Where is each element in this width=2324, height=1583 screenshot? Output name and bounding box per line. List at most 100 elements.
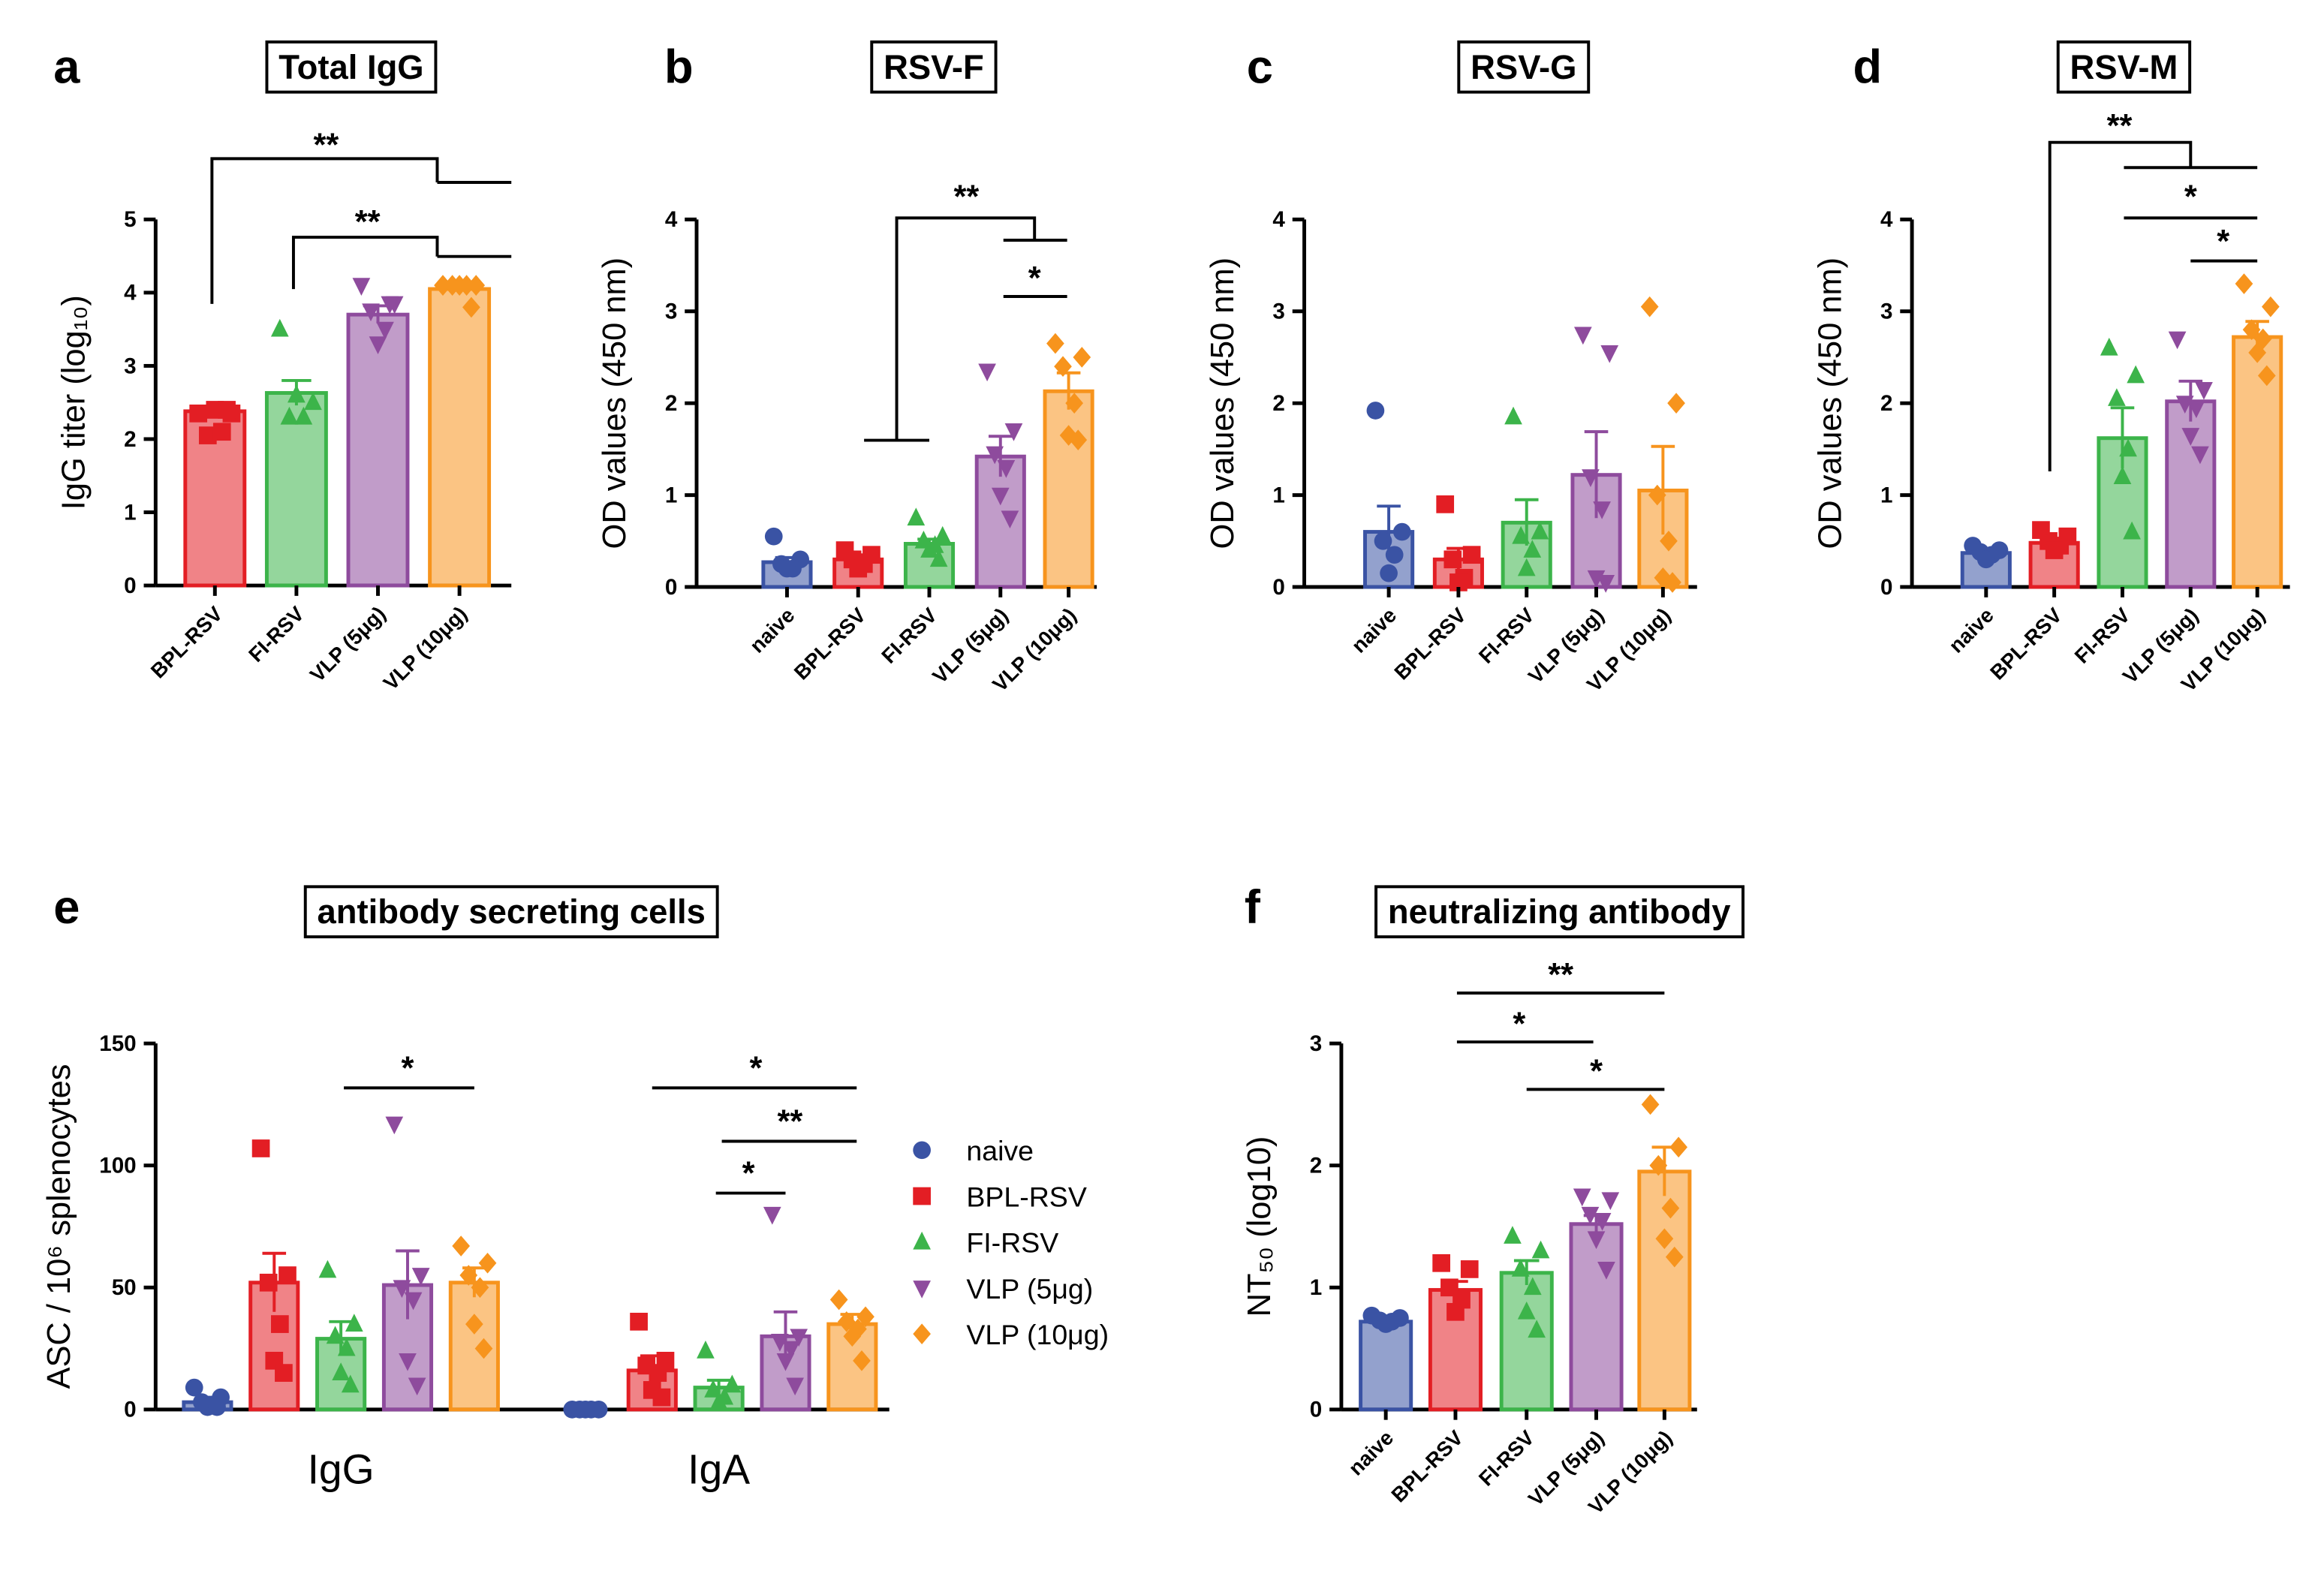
data-point (278, 1266, 297, 1284)
x-tick-label: naive (1944, 603, 1998, 658)
data-point (920, 540, 938, 558)
data-point (1004, 423, 1023, 441)
data-point (652, 1388, 671, 1407)
y-tick-label: 100 (99, 1154, 136, 1178)
data-point (1587, 1231, 1606, 1250)
x-tick-label: BPL-RSV (146, 601, 227, 682)
title-box (265, 40, 438, 94)
data-point (771, 1333, 789, 1352)
data-point (304, 392, 322, 411)
data-point (189, 404, 208, 423)
data-point (411, 1268, 430, 1286)
legend-label: VLP (10μg) (966, 1319, 1109, 1350)
panel-title: neutralizing antibody (1388, 892, 1731, 931)
data-point (1449, 573, 1468, 591)
data-point (326, 1326, 345, 1344)
data-point (790, 1329, 808, 1347)
panel-letter: f (1245, 881, 1261, 934)
data-point (2191, 446, 2209, 465)
data-point (198, 426, 217, 444)
y-tick-label: 3 (665, 299, 677, 324)
data-point (1581, 1206, 1600, 1225)
data-point (853, 1350, 871, 1371)
y-tick-label: 2 (1272, 391, 1284, 416)
data-point (1443, 550, 1462, 569)
data-point (1046, 333, 1064, 354)
data-point (294, 406, 313, 425)
x-tick-label: naive (745, 603, 799, 658)
data-point (345, 1314, 363, 1332)
bar (346, 312, 410, 588)
data-point (208, 1398, 226, 1416)
y-tick-label: 5 (124, 207, 136, 232)
data-point (1667, 393, 1685, 414)
data-point (318, 1259, 337, 1278)
y-tick-label: 0 (124, 573, 136, 598)
data-point (2113, 466, 2132, 484)
data-point (1641, 1094, 1660, 1115)
y-axis-label: OD values (450 nm) (1812, 257, 1848, 549)
data-point (1460, 1260, 1479, 1278)
data-point (2108, 388, 2126, 406)
data-point (212, 423, 231, 441)
y-tick-label: 0 (1310, 1398, 1322, 1422)
y-tick-label: 1 (124, 500, 136, 525)
data-point (1523, 1277, 1542, 1296)
legend-marker (913, 1323, 931, 1344)
data-point (1504, 406, 1522, 425)
y-tick-label: 150 (99, 1031, 136, 1056)
data-point (709, 1392, 728, 1410)
data-point (778, 559, 796, 578)
data-point (576, 1401, 595, 1419)
data-point (2261, 296, 2280, 318)
panel-title: antibody secreting cells (318, 892, 706, 931)
significance-label: * (1028, 260, 1041, 296)
data-point (1385, 546, 1404, 564)
y-tick-label: 2 (124, 427, 136, 452)
significance-label: ** (2107, 108, 2133, 144)
bar (428, 287, 492, 588)
panel-letter: d (1853, 41, 1883, 94)
significance-bracket (291, 236, 439, 290)
data-point (1976, 550, 1995, 569)
significance-label: ** (1548, 957, 1573, 993)
panel-letter: e (53, 881, 80, 934)
data-point (1517, 558, 1536, 576)
data-point (907, 507, 926, 526)
title-box (1374, 885, 1745, 939)
data-point (1374, 531, 1392, 550)
significance-label: * (750, 1051, 763, 1087)
data-point (1587, 570, 1606, 588)
data-point (1392, 522, 1411, 541)
bar (1043, 389, 1094, 589)
data-point (1597, 575, 1615, 593)
x-tick-label: BPL-RSV (790, 603, 871, 684)
bar (264, 391, 328, 588)
y-tick-label: 4 (1272, 207, 1285, 232)
data-point (452, 1235, 470, 1256)
data-point (1660, 530, 1678, 552)
bar (1499, 1271, 1554, 1412)
data-point (2100, 337, 2118, 356)
data-point (929, 549, 948, 567)
data-point (782, 1341, 800, 1359)
significance-label: ** (313, 127, 339, 163)
bar (448, 1281, 500, 1412)
data-point (1573, 1188, 1591, 1207)
title-box (303, 885, 719, 939)
significance-label: ** (355, 204, 381, 240)
y-axis-label: OD values (450 nm) (597, 257, 633, 549)
title-box (1457, 40, 1591, 94)
bar (1569, 1222, 1624, 1412)
y-tick-label: 3 (1880, 299, 1892, 324)
panel-letter: b (664, 41, 694, 94)
data-point (1523, 540, 1542, 558)
y-tick-label: 0 (1880, 575, 1892, 600)
significance-label: * (742, 1156, 755, 1192)
legend-marker (913, 1281, 931, 1299)
data-point (2248, 342, 2266, 363)
y-axis-label: IgG titer (log₁₀) (56, 295, 92, 510)
y-tick-label: 3 (124, 354, 136, 378)
data-point (1640, 296, 1659, 318)
data-point (856, 1306, 875, 1328)
